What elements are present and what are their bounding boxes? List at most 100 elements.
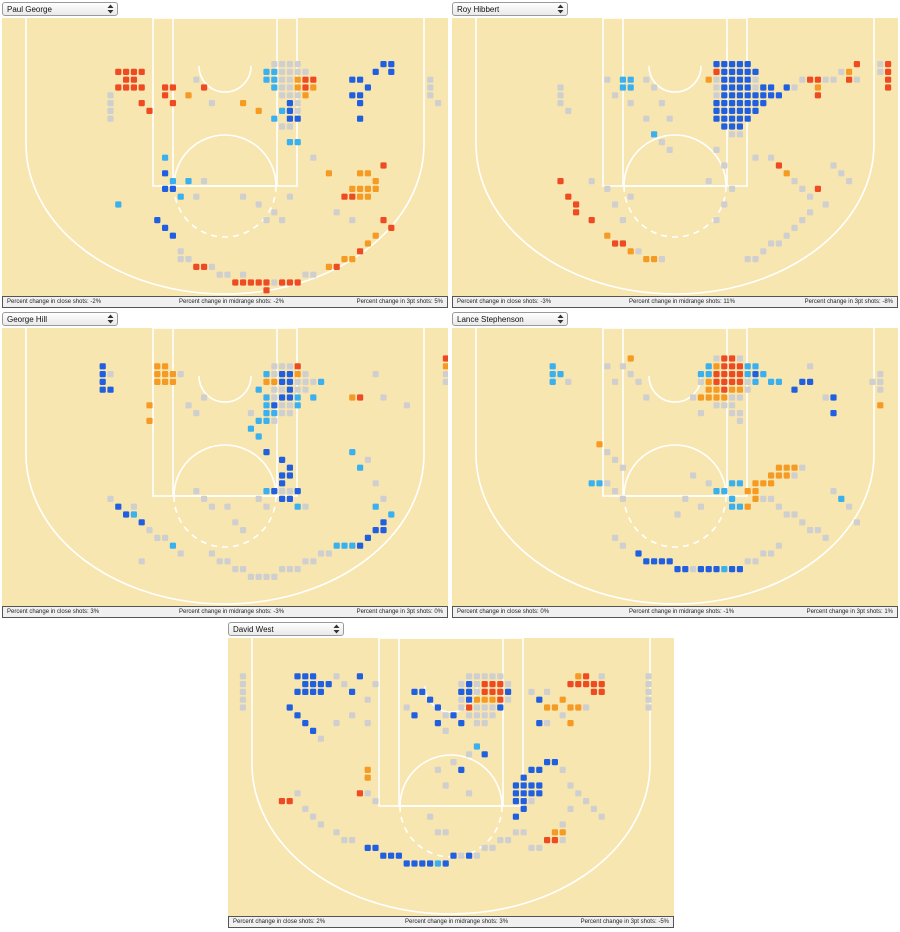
shot-cell — [294, 712, 301, 719]
player-select[interactable]: David West — [228, 622, 344, 636]
shot-cell — [325, 263, 332, 270]
shot-cell — [497, 681, 504, 688]
shot-cell — [294, 68, 301, 75]
shot-cell — [559, 821, 566, 828]
shot-cell — [645, 688, 652, 695]
shot-cell — [744, 76, 751, 83]
shot-cell — [302, 805, 309, 812]
shot-cell — [830, 76, 837, 83]
shot-cell — [286, 464, 293, 471]
shot-cell — [760, 550, 767, 557]
shot-cell — [411, 860, 418, 867]
shot-cell — [442, 712, 449, 719]
shot-cell — [643, 115, 650, 122]
shot-cell — [271, 209, 278, 216]
shot-cell — [442, 355, 448, 362]
shot-cell — [349, 449, 356, 456]
shot-cell — [853, 519, 860, 526]
shot-cell — [216, 271, 223, 278]
shot-cell — [286, 193, 293, 200]
shot-cell — [356, 790, 363, 797]
shot-cell — [286, 139, 293, 146]
shot-cell — [536, 720, 543, 727]
shot-cell — [357, 193, 364, 200]
shot-cell — [349, 193, 356, 200]
player-select[interactable]: Lance Stephenson — [452, 312, 568, 326]
three-pt-shots-value: -8% — [882, 299, 893, 305]
shot-cell — [317, 688, 324, 695]
shot-cell — [752, 363, 759, 370]
shot-cell — [497, 696, 504, 703]
shot-cell — [705, 76, 712, 83]
shot-cell — [317, 735, 324, 742]
player-select[interactable]: George Hill — [2, 312, 118, 326]
shot-cell — [434, 704, 441, 711]
shot-cell — [271, 76, 278, 83]
shot-chart — [228, 638, 674, 916]
shot-cell — [713, 566, 720, 573]
shot-cell — [713, 68, 720, 75]
shot-cell — [107, 100, 114, 107]
shot-cell — [146, 527, 153, 534]
shot-cell — [154, 378, 161, 385]
shot-cell — [123, 68, 130, 75]
shot-cell — [224, 558, 231, 565]
shot-cell — [752, 76, 759, 83]
shot-cell — [736, 92, 743, 99]
shot-cell — [107, 115, 114, 122]
shot-cell — [302, 503, 309, 510]
shot-cell — [294, 107, 301, 114]
shot-cell — [177, 248, 184, 255]
shot-cell — [177, 256, 184, 263]
three-pt-shots-value: 5% — [434, 299, 443, 305]
shot-cell — [651, 256, 658, 263]
shot-cell — [427, 84, 434, 91]
stats-footer: Percent change in close shots: 0% Percen… — [452, 606, 898, 618]
shot-cell — [154, 217, 161, 224]
shot-cell — [775, 503, 782, 510]
shot-cell — [279, 107, 286, 114]
court-lines — [475, 328, 875, 605]
shot-cell — [115, 68, 122, 75]
shot-cell — [364, 240, 371, 247]
shot-cell — [520, 798, 527, 805]
shot-cell — [169, 84, 176, 91]
shot-cell — [713, 146, 720, 153]
shot-cell — [271, 402, 278, 409]
shot-cell — [489, 704, 496, 711]
shot-cell — [512, 813, 519, 820]
player-select[interactable]: Paul George — [2, 2, 118, 16]
shot-cell — [551, 759, 558, 766]
shot-cell — [240, 279, 247, 286]
shot-cell — [318, 550, 325, 557]
shot-cell — [380, 852, 387, 859]
shot-cell — [846, 76, 853, 83]
shot-cell — [317, 681, 324, 688]
player-select[interactable]: Roy Hibbert — [452, 2, 568, 16]
shot-cell — [286, 107, 293, 114]
midrange-shots-stat: Percent change in midrange shots: -2% — [179, 297, 284, 307]
close-shots-label: Percent change in close shots: — [233, 919, 315, 925]
shot-cell — [877, 68, 884, 75]
shot-cell — [310, 271, 317, 278]
shot-cell — [466, 852, 473, 859]
panel-paul-george: Paul George Percent change in close shot… — [2, 0, 448, 312]
shot-cell — [380, 217, 387, 224]
shot-cell — [567, 805, 574, 812]
shot-cell — [99, 378, 106, 385]
shot-cell — [635, 378, 642, 385]
shot-cell — [557, 371, 564, 378]
shot-cell — [162, 84, 169, 91]
shot-cell — [271, 410, 278, 417]
shot-cell — [791, 84, 798, 91]
shot-cell — [604, 232, 611, 239]
shot-cell — [736, 386, 743, 393]
up-down-arrows-icon — [557, 4, 564, 14]
shot-cell — [721, 100, 728, 107]
shot-cell — [349, 217, 356, 224]
shot-cell — [357, 542, 364, 549]
shot-cell — [536, 696, 543, 703]
shot-cell — [310, 84, 317, 91]
shot-cell — [729, 394, 736, 401]
shot-cell — [557, 92, 564, 99]
